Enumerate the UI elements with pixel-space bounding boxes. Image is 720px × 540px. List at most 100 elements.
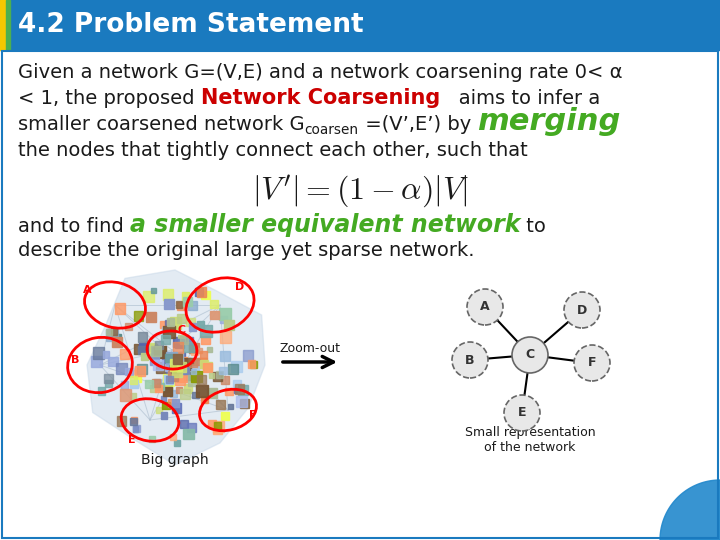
Bar (238, 385, 248, 395)
Bar (132, 427, 138, 432)
Bar (176, 387, 181, 393)
Bar (149, 436, 155, 442)
Text: C: C (526, 348, 534, 361)
Bar (170, 318, 181, 329)
Bar (188, 301, 197, 310)
Bar (196, 386, 207, 397)
Bar (135, 366, 145, 375)
Text: F: F (249, 410, 257, 420)
Bar (225, 320, 234, 329)
Bar (191, 369, 197, 374)
Text: B: B (71, 355, 79, 365)
Bar (156, 385, 162, 392)
Bar (235, 384, 244, 394)
Bar (163, 326, 175, 338)
Bar (130, 370, 137, 377)
Bar (138, 333, 147, 342)
Bar (150, 344, 157, 352)
Bar (176, 371, 187, 382)
Bar (179, 359, 191, 369)
Bar (173, 354, 182, 363)
Bar (173, 336, 184, 347)
Bar (134, 375, 141, 382)
Bar (189, 345, 197, 353)
Bar (146, 312, 156, 322)
Bar (197, 375, 206, 384)
Bar (235, 396, 247, 407)
Bar (210, 300, 218, 308)
Text: to: to (521, 217, 546, 236)
Bar (156, 407, 162, 413)
Bar (156, 362, 166, 373)
Bar (152, 379, 160, 387)
Bar (151, 346, 161, 356)
Bar (141, 353, 148, 360)
Bar (165, 354, 173, 362)
Bar (172, 403, 181, 413)
Text: smaller coarsened network G: smaller coarsened network G (18, 115, 305, 134)
Bar (228, 403, 233, 409)
Bar (144, 343, 156, 355)
Bar (179, 352, 184, 357)
Bar (186, 423, 196, 432)
Text: E: E (128, 435, 136, 445)
Bar (171, 367, 181, 377)
Bar (151, 288, 156, 293)
Bar (186, 336, 193, 343)
Bar (145, 380, 153, 388)
Bar (104, 374, 113, 383)
Bar (116, 363, 127, 374)
Bar (189, 323, 196, 331)
Bar (220, 367, 227, 374)
Text: aims to infer a: aims to infer a (440, 89, 600, 108)
Bar (197, 321, 204, 328)
Bar (221, 413, 229, 421)
Bar (184, 384, 192, 393)
Bar (150, 353, 156, 359)
Bar (114, 303, 125, 314)
Bar (112, 337, 122, 347)
Text: Given a network G=(V,E) and a network coarsening rate 0< α: Given a network G=(V,E) and a network co… (18, 63, 623, 82)
Bar (200, 350, 207, 357)
Bar (210, 373, 215, 378)
Bar (173, 355, 178, 360)
Text: and to find: and to find (18, 217, 130, 236)
Bar (153, 360, 163, 370)
Bar (192, 371, 202, 382)
Circle shape (574, 345, 610, 381)
Bar (148, 314, 156, 321)
Text: a smaller equivalent network: a smaller equivalent network (130, 213, 521, 237)
Bar (185, 359, 193, 367)
Bar (170, 390, 177, 397)
Bar (210, 311, 219, 319)
Bar (6, 0, 10, 50)
Text: A: A (83, 285, 91, 295)
Bar (231, 361, 242, 372)
Bar (225, 388, 233, 395)
Bar (165, 360, 176, 371)
Bar (162, 402, 170, 409)
Text: coarsen: coarsen (305, 123, 359, 137)
Text: describe the original large yet sparse network.: describe the original large yet sparse n… (18, 241, 474, 260)
Bar (172, 406, 178, 411)
Bar (220, 316, 227, 323)
Bar (213, 421, 224, 433)
Bar (117, 416, 126, 426)
Text: C: C (178, 325, 186, 335)
Bar (168, 360, 176, 368)
Bar (188, 358, 193, 363)
Bar (184, 429, 194, 439)
Text: D: D (235, 282, 245, 292)
Bar (164, 375, 173, 384)
Bar (154, 346, 166, 357)
Bar (163, 382, 172, 392)
Bar (171, 361, 179, 369)
Bar (189, 343, 199, 353)
Bar (192, 348, 198, 355)
Text: B: B (465, 354, 474, 367)
Text: < 1, the proposed: < 1, the proposed (18, 89, 201, 108)
Bar (208, 420, 216, 428)
Bar (180, 420, 188, 428)
Bar (0, 0, 720, 50)
Bar (174, 364, 179, 369)
